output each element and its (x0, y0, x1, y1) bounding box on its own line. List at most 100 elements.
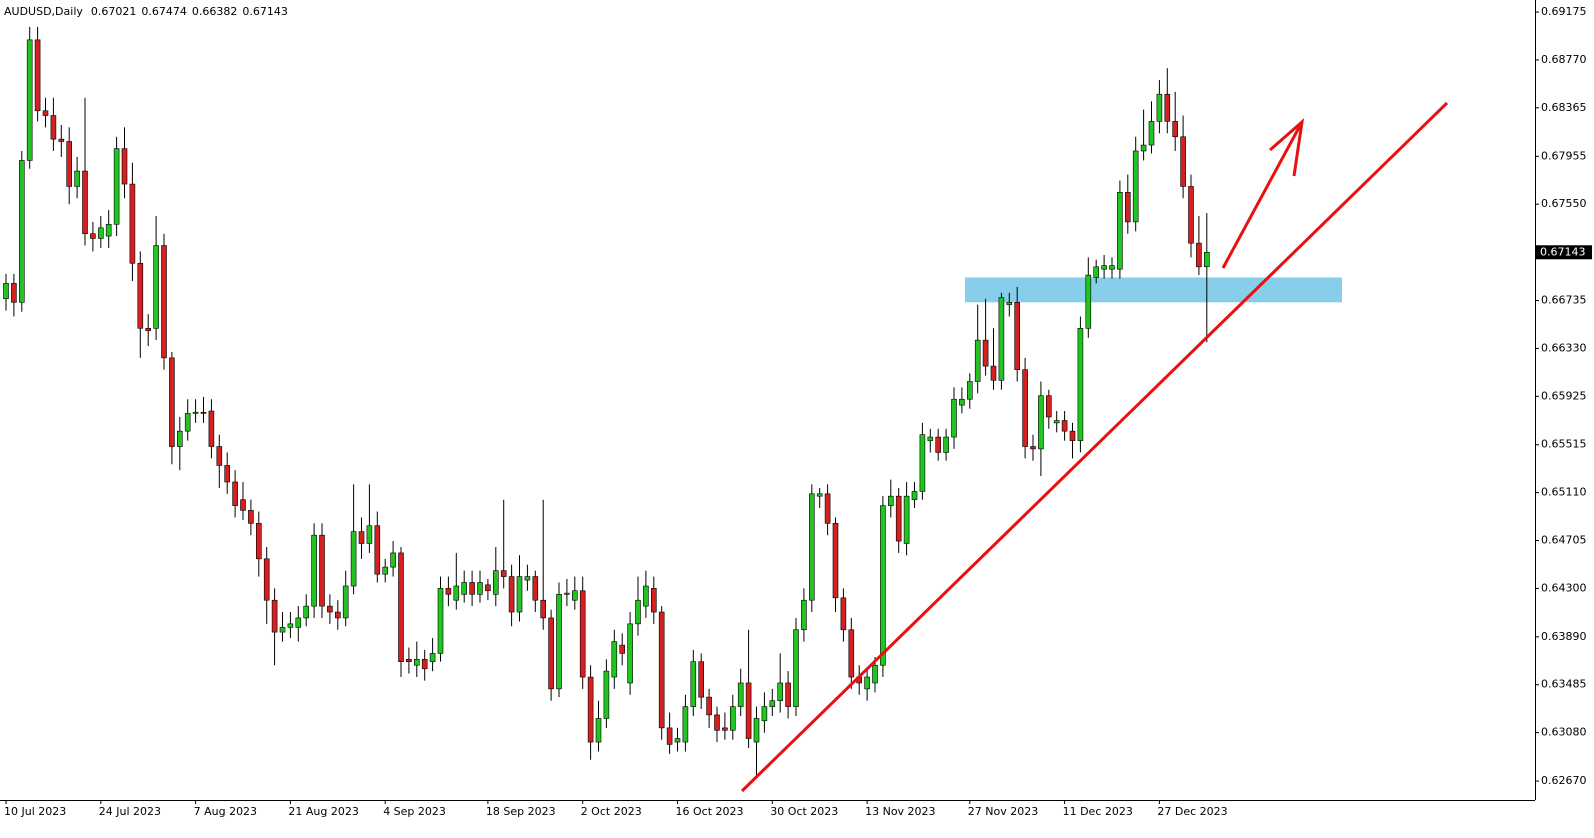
candle-body (129, 183, 136, 264)
candle-body (1132, 150, 1139, 223)
candle-body (334, 611, 341, 619)
candle-body (342, 585, 349, 619)
candle-body (737, 682, 744, 707)
candle-body (706, 696, 712, 716)
candle-body (11, 283, 17, 303)
candle-body (1125, 192, 1131, 223)
candle-body (1069, 430, 1076, 441)
candle-body (935, 436, 942, 453)
candle-body (658, 611, 665, 729)
candle-body (153, 245, 159, 329)
candle-body (753, 718, 760, 743)
candle-body (777, 682, 784, 701)
candle-body (382, 566, 389, 575)
candle-body (761, 706, 768, 722)
candle-body (540, 599, 547, 619)
high-value: 0.67474 (141, 5, 187, 18)
candle-body (184, 413, 191, 432)
y-tick-label: 0.67550 (1541, 197, 1587, 210)
candle-body (1156, 93, 1163, 122)
candle-body (105, 223, 112, 237)
candle-body (769, 700, 776, 707)
candle-body (1038, 395, 1044, 450)
candle-body (690, 661, 697, 707)
candle-body (556, 593, 562, 690)
y-tick-label: 0.63080 (1541, 726, 1587, 739)
candle-body (974, 339, 981, 382)
x-tick-label: 16 Oct 2023 (676, 805, 744, 818)
candle-body (445, 588, 452, 595)
candle-body (66, 141, 72, 187)
x-tick-label: 27 Nov 2023 (968, 805, 1038, 818)
candle-body (698, 661, 705, 698)
candle-body (177, 430, 183, 447)
candle-body (1140, 144, 1147, 152)
y-tick-label: 0.64300 (1541, 581, 1587, 594)
candle-body (1006, 301, 1013, 305)
y-tick-label: 0.68770 (1541, 53, 1587, 66)
candle-body (1148, 121, 1155, 146)
candle-body (327, 605, 333, 613)
candle-body (516, 576, 523, 613)
y-tick-label: 0.65925 (1541, 389, 1587, 402)
candle-body (816, 493, 823, 497)
candle-body (477, 582, 483, 595)
x-tick-label: 30 Oct 2023 (770, 805, 838, 818)
candle-body (508, 576, 515, 613)
candle-body (990, 365, 997, 381)
candle-body (840, 597, 847, 631)
candle-body (603, 670, 610, 719)
candle-body (42, 110, 49, 116)
candle-body (722, 727, 728, 731)
candle-body (532, 576, 539, 601)
candle-body (824, 493, 831, 524)
x-tick-label: 21 Aug 2023 (288, 805, 358, 818)
candle-body (90, 233, 96, 239)
y-tick-label: 0.65515 (1541, 438, 1587, 451)
y-tick-label: 0.63485 (1541, 678, 1587, 691)
candle-body (113, 148, 120, 225)
candle-body (951, 398, 957, 438)
candle-body (18, 160, 25, 303)
candle-body (200, 411, 207, 414)
candle-body (3, 283, 9, 300)
candle-body (255, 523, 262, 560)
candle-body (137, 262, 144, 329)
x-tick-label: 4 Sep 2023 (383, 805, 446, 818)
support-zone (965, 277, 1342, 303)
candle-body (208, 410, 215, 447)
candle-body (485, 584, 491, 592)
symbol: AUDUSD,Daily (4, 5, 83, 18)
candle-body (421, 659, 428, 670)
candle-body (461, 582, 468, 595)
close-value: 0.67143 (242, 5, 288, 18)
candle-body (864, 676, 870, 690)
x-tick-label: 13 Nov 2023 (865, 805, 935, 818)
candle-body (492, 570, 499, 595)
candle-body (50, 115, 57, 140)
candle-body (959, 398, 965, 406)
candle-body (1093, 266, 1099, 278)
candle-body (1172, 121, 1178, 138)
candle-body (1030, 446, 1036, 450)
candle-body (998, 297, 1005, 381)
candle-body (34, 39, 41, 112)
candle-body (216, 446, 223, 466)
candle-body (982, 339, 989, 367)
candle-body (58, 138, 65, 142)
candle-body (627, 623, 633, 684)
candle-body (943, 436, 949, 453)
candle-body (398, 552, 404, 662)
candle-body (248, 510, 254, 524)
candle-body (224, 465, 230, 483)
candle-body (232, 481, 238, 506)
candle-body (374, 525, 381, 575)
y-tick-label: 0.66735 (1541, 294, 1587, 307)
candle-body (745, 682, 752, 739)
candle-body (1180, 136, 1186, 187)
x-tick-label: 7 Aug 2023 (194, 805, 257, 818)
candle-body (319, 534, 325, 607)
candle-body (469, 582, 475, 595)
